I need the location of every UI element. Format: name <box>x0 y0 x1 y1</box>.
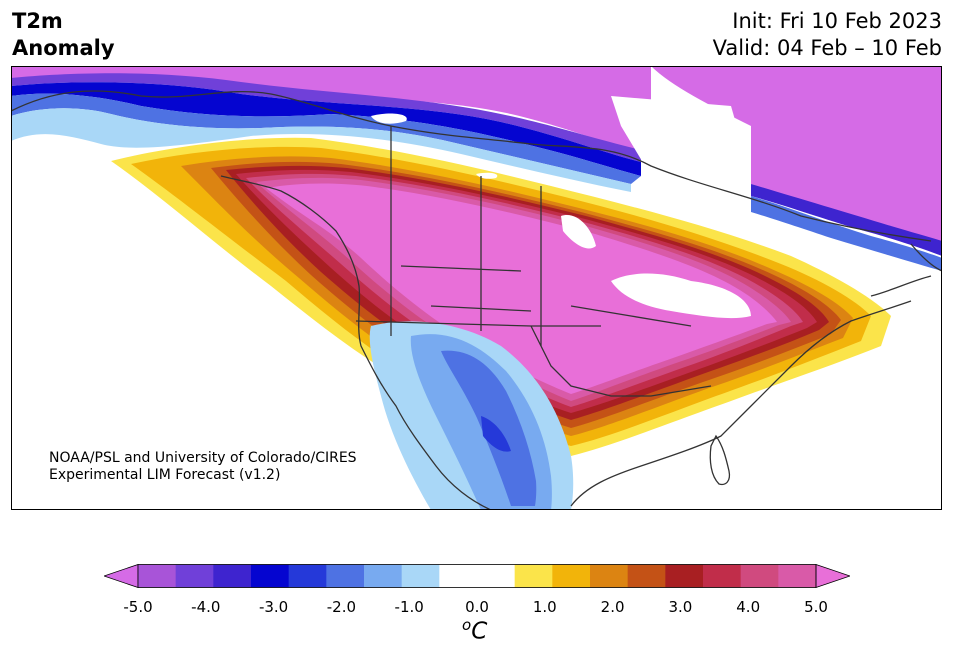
title-line-1: T2m <box>12 9 63 33</box>
valid-range: Valid: 04 Feb – 10 Feb <box>712 36 942 60</box>
colorbar-bin <box>665 564 704 588</box>
map-title: T2m Anomaly <box>12 8 115 62</box>
colorbar-bin <box>251 564 290 588</box>
colorbar-bin <box>175 564 214 588</box>
credit-line-1: NOAA/PSL and University of Colorado/CIRE… <box>49 450 357 466</box>
colorbar-bin <box>288 564 327 588</box>
colorbar <box>104 564 850 588</box>
data-credit: NOAA/PSL and University of Colorado/CIRE… <box>49 450 357 484</box>
land-outline <box>11 90 942 510</box>
colorbar-tick-label: 3.0 <box>668 598 693 616</box>
map-border <box>11 66 942 510</box>
colorbar-tick-label: 4.0 <box>736 598 761 616</box>
colorbar-bin <box>439 564 478 588</box>
init-date: Init: Fri 10 Feb 2023 <box>732 9 942 33</box>
colorbar-bin <box>138 564 177 588</box>
colorbar-tick-label: 1.0 <box>532 598 557 616</box>
colorbar-bin <box>364 564 403 588</box>
colorbar-bin <box>740 564 779 588</box>
colorbar-bin <box>590 564 629 588</box>
colorbar-tick-label: -2.0 <box>326 598 357 616</box>
water-bodies <box>371 113 751 319</box>
colorbar-bin <box>514 564 553 588</box>
colorbar-max-extension <box>815 564 850 588</box>
colorbar-tick-label: -3.0 <box>258 598 289 616</box>
arctic-cold-anomaly <box>11 66 651 192</box>
unit-celsius: C <box>471 618 488 645</box>
unit-degree: o <box>462 616 472 634</box>
colorbar-bin <box>778 564 817 588</box>
warm-anomaly-bands <box>111 137 891 456</box>
colorbar-bin <box>213 564 252 588</box>
colorbar-tick-label: -4.0 <box>191 598 221 616</box>
colorbar-bin <box>627 564 666 588</box>
colorbar-unit: oC <box>462 616 487 645</box>
colorbar-tick-label: -5.0 <box>123 598 153 616</box>
colorbar-bin <box>401 564 440 588</box>
forecast-dates: Init: Fri 10 Feb 2023 Valid: 04 Feb – 10… <box>713 8 942 62</box>
colorbar-border <box>137 564 817 588</box>
colorbar-tick-label: -1.0 <box>394 598 424 616</box>
southwest-cold-anomaly <box>369 321 574 510</box>
colorbar-bin <box>477 564 516 588</box>
colorbar-min-extension <box>104 564 139 588</box>
colorbar-bin <box>552 564 591 588</box>
colorbar-tick-label: 0.0 <box>465 598 489 616</box>
colorbar-tick-label: 2.0 <box>600 598 625 616</box>
anomaly-map <box>11 66 942 510</box>
colorbar-bin <box>703 564 742 588</box>
title-line-2: Anomaly <box>12 36 115 60</box>
credit-line-2: Experimental LIM Forecast (v1.2) <box>49 467 281 483</box>
colorbar-bin <box>326 564 365 588</box>
colorbar-tick-label: 5.0 <box>804 598 828 616</box>
